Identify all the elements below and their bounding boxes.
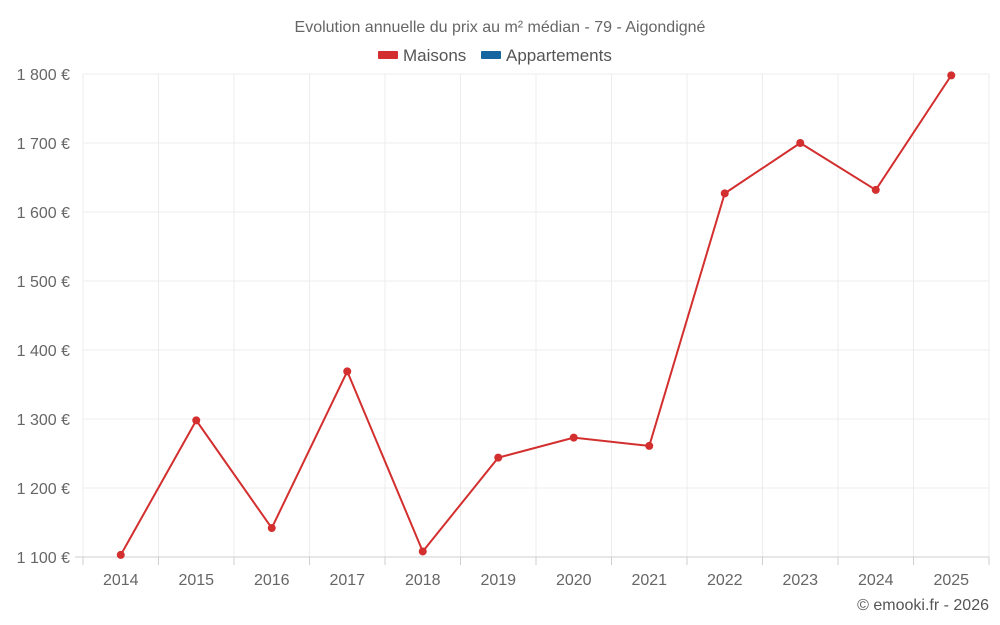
- series-line-maisons: [119, 74, 953, 556]
- data-point[interactable]: [645, 441, 654, 450]
- legend-item-maisons[interactable]: Maisons: [378, 46, 466, 65]
- axes: [75, 556, 990, 565]
- y-tick-label: 1 700 €: [17, 136, 70, 153]
- data-point[interactable]: [192, 416, 201, 425]
- x-tick-label: 2024: [858, 572, 894, 589]
- legend-swatch-appartements: [481, 51, 501, 59]
- x-tick-label: 2015: [178, 572, 214, 589]
- x-tick-label: 2021: [631, 572, 667, 589]
- data-point[interactable]: [267, 524, 276, 533]
- y-tick-label: 1 500 €: [17, 274, 70, 291]
- y-tick-label: 1 300 €: [17, 412, 70, 429]
- data-point[interactable]: [494, 453, 503, 462]
- legend: Maisons Appartements: [378, 46, 612, 65]
- y-tick-label: 1 200 €: [17, 481, 70, 498]
- y-axis-ticks: 1 100 € 1 200 € 1 300 € 1 400 € 1 500 € 1 600…: [17, 67, 70, 567]
- data-point[interactable]: [720, 189, 729, 198]
- x-tick-label: 2025: [933, 572, 969, 589]
- x-axis-ticks: 2014 2015 2016 2017 2018 2019 2020 2021 2022 2023…: [103, 572, 969, 589]
- legend-label-appartements: Appartements: [506, 46, 612, 65]
- y-tick-label: 1 600 €: [17, 205, 70, 222]
- data-point[interactable]: [947, 71, 956, 80]
- data-point[interactable]: [569, 433, 578, 442]
- grid: [82, 73, 990, 557]
- data-point[interactable]: [418, 547, 427, 556]
- legend-swatch-maisons: [378, 51, 398, 59]
- x-tick-label: 2014: [103, 572, 139, 589]
- y-tick-label: 1 400 €: [17, 343, 70, 360]
- credit-text: © emooki.fr - 2026: [857, 597, 989, 614]
- x-tick-label: 2016: [254, 572, 290, 589]
- x-tick-label: 2018: [405, 572, 441, 589]
- data-point[interactable]: [871, 185, 880, 194]
- y-tick-label: 1 800 €: [17, 67, 70, 84]
- data-point[interactable]: [796, 139, 805, 147]
- legend-item-appartements[interactable]: Appartements: [481, 46, 612, 65]
- data-point[interactable]: [343, 367, 352, 376]
- series-maisons: [116, 71, 956, 559]
- x-tick-label: 2020: [556, 572, 592, 589]
- x-tick-label: 2022: [707, 572, 743, 589]
- y-tick-label: 1 100 €: [17, 550, 70, 567]
- legend-label-maisons: Maisons: [403, 46, 466, 65]
- chart-title: Evolution annuelle du prix au m² médian …: [295, 19, 706, 36]
- x-tick-label: 2023: [782, 572, 818, 589]
- x-tick-label: 2017: [329, 572, 365, 589]
- x-tick-label: 2019: [480, 572, 516, 589]
- data-point[interactable]: [116, 550, 125, 559]
